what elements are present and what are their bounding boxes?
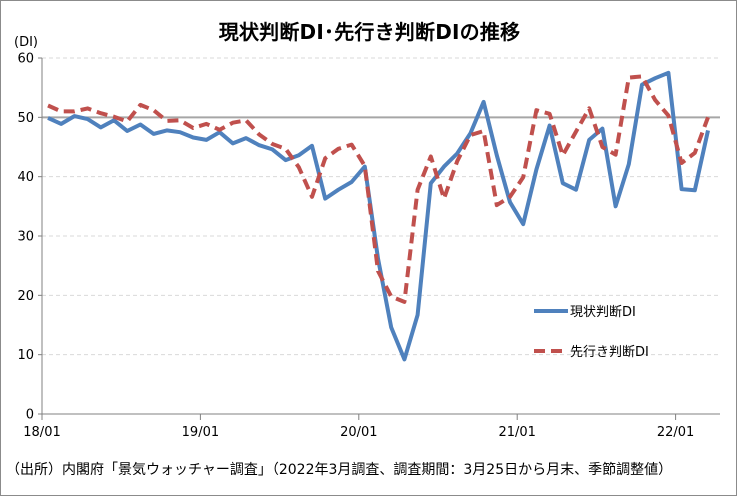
- y-tick-label-60: 60: [17, 52, 34, 67]
- x-tick-label-20/01: 20/01: [340, 425, 377, 440]
- x-tick-label-22/01: 22/01: [657, 425, 694, 440]
- y-tick-label-0: 0: [26, 408, 34, 423]
- series-line-outlook: [47, 74, 710, 304]
- legend-current-label: 現状判断DI: [570, 305, 636, 320]
- y-tick-label-20: 20: [17, 289, 34, 304]
- x-tick-label-18/01: 18/01: [23, 425, 60, 440]
- x-tick-label-19/01: 19/01: [182, 425, 219, 440]
- legend-outlook-label: 先行き判断DI: [570, 345, 649, 360]
- source-note: （出所）内閣府「景気ウォッチャー調査」（2022年3月調査、調査期間：3月25日…: [6, 462, 673, 478]
- y-unit-label: (DI): [14, 35, 38, 50]
- y-tick-label-40: 40: [17, 170, 34, 185]
- y-tick-label-30: 30: [17, 230, 34, 245]
- x-tick-label-21/01: 21/01: [498, 425, 535, 440]
- y-tick-label-50: 50: [17, 111, 34, 126]
- chart-title: 現状判断DI･先行き判断DIの推移: [218, 20, 521, 44]
- y-tick-label-10: 10: [17, 348, 34, 363]
